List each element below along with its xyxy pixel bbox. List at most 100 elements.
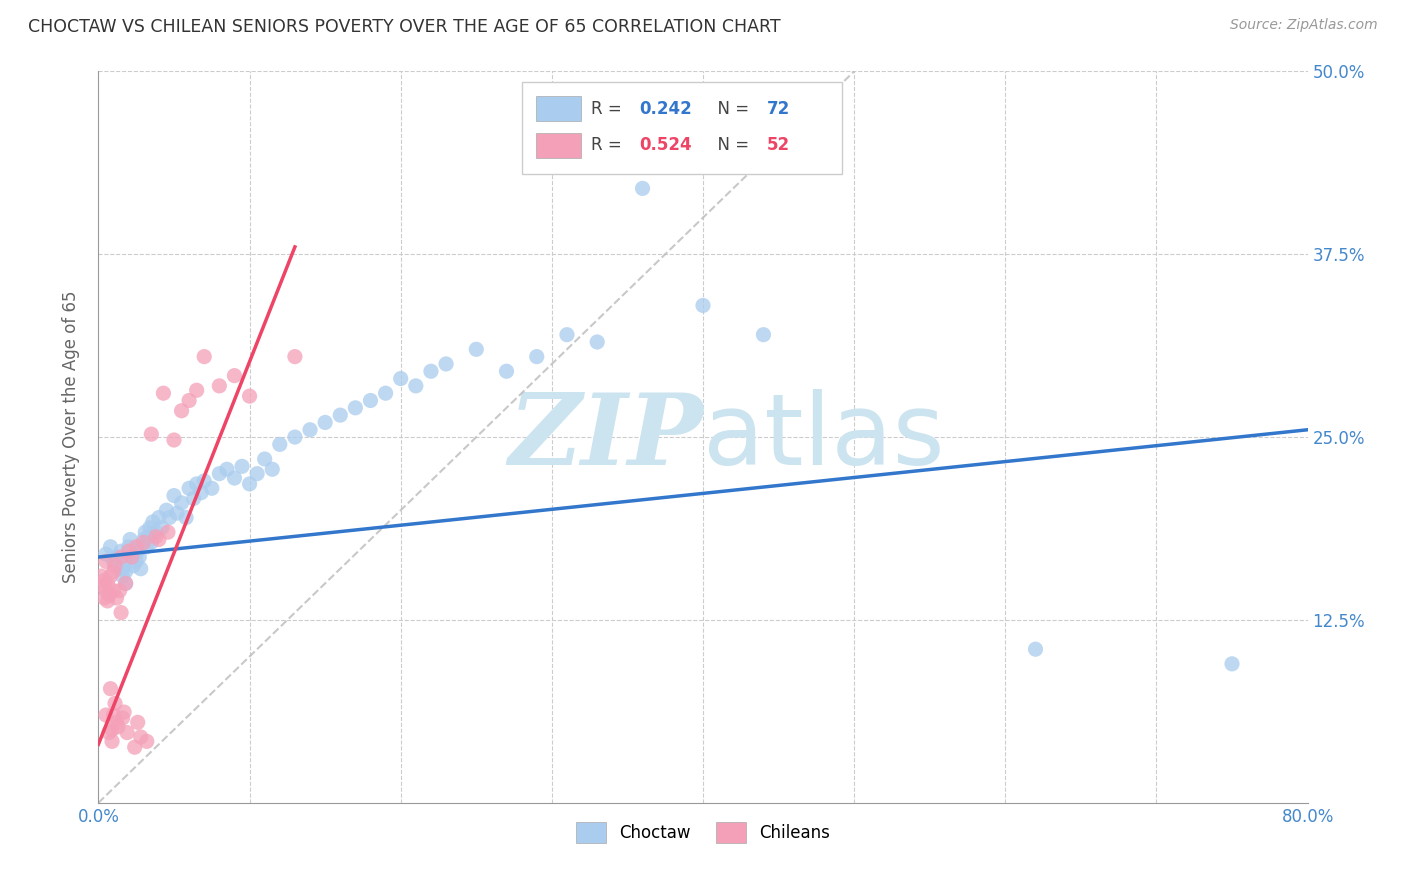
- Point: [142, 515, 165, 529]
- Point: [104, 696, 127, 710]
- Point: [108, 583, 131, 598]
- Point: [586, 334, 609, 349]
- Point: [101, 734, 124, 748]
- Text: ZIP: ZIP: [508, 389, 703, 485]
- Point: [170, 403, 193, 417]
- Point: [314, 416, 336, 430]
- Point: [125, 540, 148, 554]
- Point: [239, 389, 262, 403]
- Y-axis label: Seniors Poverty Over the Age of 65: Seniors Poverty Over the Age of 65: [62, 291, 80, 583]
- Text: N =: N =: [707, 136, 754, 154]
- Point: [100, 681, 122, 696]
- Text: Source: ZipAtlas.com: Source: ZipAtlas.com: [1230, 18, 1378, 32]
- Point: [120, 533, 142, 547]
- Point: [96, 594, 118, 608]
- Point: [100, 569, 122, 583]
- Point: [100, 540, 122, 554]
- Point: [94, 554, 117, 568]
- Point: [183, 491, 205, 506]
- Point: [114, 565, 136, 579]
- Point: [121, 549, 143, 564]
- Point: [495, 364, 517, 378]
- Point: [103, 583, 125, 598]
- Point: [132, 535, 155, 549]
- Point: [631, 181, 654, 195]
- Point: [344, 401, 367, 415]
- Point: [96, 576, 118, 591]
- Text: 0.242: 0.242: [638, 100, 692, 118]
- FancyBboxPatch shape: [522, 82, 842, 174]
- Point: [105, 715, 128, 730]
- Point: [155, 503, 177, 517]
- Point: [163, 489, 186, 503]
- Legend: Choctaw, Chileans: Choctaw, Chileans: [569, 815, 837, 849]
- Point: [107, 720, 129, 734]
- Point: [135, 734, 157, 748]
- Point: [135, 540, 157, 554]
- Point: [208, 467, 231, 481]
- Point: [193, 474, 215, 488]
- Point: [262, 462, 284, 476]
- Point: [692, 298, 714, 312]
- Point: [127, 544, 149, 558]
- Point: [129, 730, 152, 744]
- Point: [124, 740, 146, 755]
- Point: [405, 379, 427, 393]
- FancyBboxPatch shape: [536, 133, 581, 158]
- Point: [125, 554, 148, 568]
- Point: [159, 510, 181, 524]
- Point: [434, 357, 457, 371]
- Point: [93, 574, 115, 588]
- Point: [208, 379, 231, 393]
- Point: [224, 471, 246, 485]
- Point: [105, 591, 128, 605]
- Text: R =: R =: [591, 136, 627, 154]
- Point: [253, 452, 276, 467]
- Point: [110, 544, 132, 558]
- Point: [129, 540, 152, 554]
- Point: [284, 430, 307, 444]
- Point: [239, 476, 262, 491]
- Point: [122, 558, 145, 573]
- Point: [111, 711, 134, 725]
- Point: [132, 533, 155, 547]
- Point: [128, 549, 150, 564]
- Point: [141, 427, 163, 442]
- Point: [93, 591, 115, 605]
- Point: [94, 708, 117, 723]
- Point: [148, 533, 170, 547]
- Point: [174, 510, 197, 524]
- Point: [166, 506, 188, 520]
- Point: [284, 350, 307, 364]
- Point: [115, 725, 138, 739]
- Point: [103, 565, 125, 579]
- Point: [103, 708, 125, 723]
- Text: R =: R =: [591, 100, 627, 118]
- Point: [526, 350, 548, 364]
- Point: [127, 715, 149, 730]
- Point: [329, 408, 352, 422]
- Point: [156, 525, 179, 540]
- Point: [163, 433, 186, 447]
- Point: [104, 558, 127, 573]
- Point: [193, 350, 215, 364]
- Text: CHOCTAW VS CHILEAN SENIORS POVERTY OVER THE AGE OF 65 CORRELATION CHART: CHOCTAW VS CHILEAN SENIORS POVERTY OVER …: [28, 18, 780, 36]
- Point: [1024, 642, 1046, 657]
- Point: [186, 384, 208, 398]
- Point: [136, 530, 159, 544]
- Point: [118, 544, 141, 558]
- Point: [231, 459, 253, 474]
- Point: [124, 547, 146, 561]
- Point: [121, 549, 143, 564]
- Point: [420, 364, 443, 378]
- Point: [114, 576, 136, 591]
- Point: [389, 371, 412, 385]
- Point: [103, 554, 125, 568]
- Text: 72: 72: [768, 100, 790, 118]
- Point: [111, 569, 134, 583]
- Point: [179, 393, 201, 408]
- Point: [114, 576, 136, 591]
- Point: [299, 423, 322, 437]
- Point: [152, 386, 174, 401]
- FancyBboxPatch shape: [536, 96, 581, 121]
